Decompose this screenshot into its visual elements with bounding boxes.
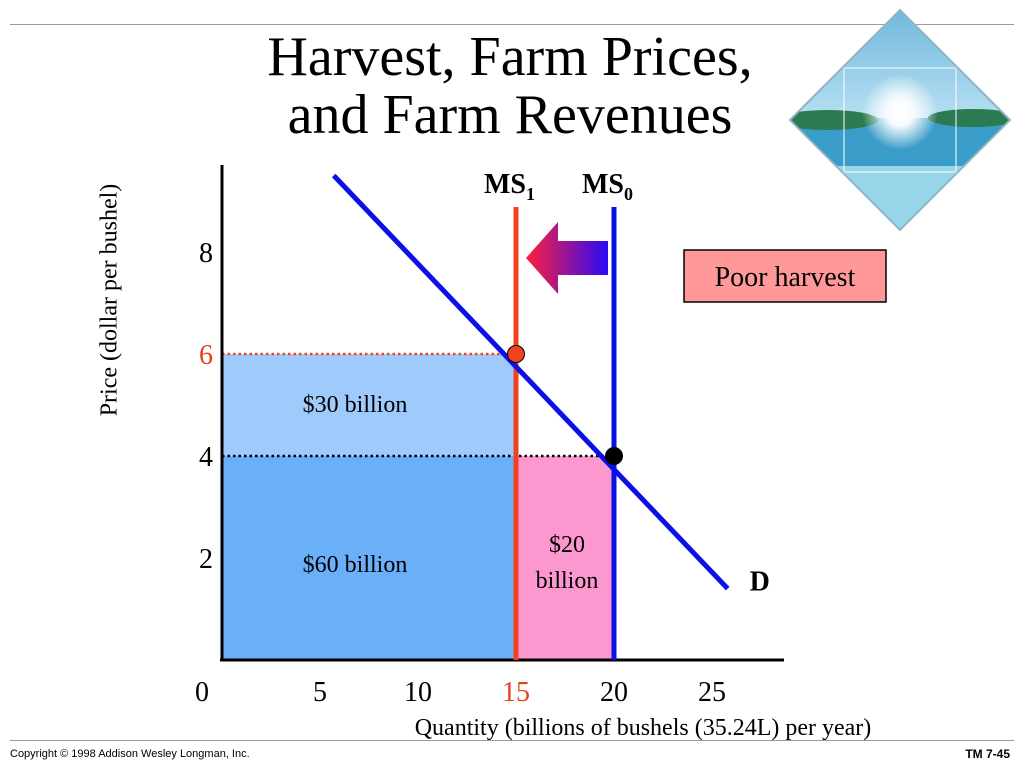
slide-number: TM 7-45 [965, 747, 1010, 761]
y-tick-label-8: 8 [199, 238, 213, 269]
x-axis-label: Quantity (billions of bushels (35.24L) p… [415, 715, 872, 741]
revenue-label-2: $60 billion [303, 552, 408, 578]
y-tick-label-4: 4 [199, 442, 213, 473]
x-tick-label-5: 5 [313, 677, 327, 708]
supply-label-sub-1: 1 [526, 184, 535, 204]
guide-lines [222, 352, 614, 458]
supply-label-main-2: MS [582, 169, 624, 200]
y-axis-label: Price (dollar per bushel) [96, 183, 123, 417]
demand-curve-line [331, 173, 730, 591]
demand-curve-label: D [750, 567, 770, 598]
copyright-text: Copyright © 1998 Addison Wesley Longman,… [10, 748, 250, 760]
chart-labels: Quantity (billions of bushels (35.24L) p… [303, 169, 887, 741]
title-line-2: and Farm Revenues [287, 84, 733, 146]
beach-scene-icon [788, 8, 1012, 232]
supply-curve-label-2: MS0 [582, 169, 633, 204]
supply-label-sub-2: 0 [624, 184, 633, 204]
x-tick-label-10: 10 [404, 677, 432, 708]
annotation-box [683, 249, 887, 303]
revenue-area-1 [222, 354, 516, 456]
tick-labels: 0 5 10 15 20 25 2 4 6 8 [195, 238, 726, 708]
revenue-label-3-line1: $20 [549, 532, 585, 558]
x-tick-label-20: 20 [600, 677, 628, 708]
top-rule [10, 24, 1014, 25]
axes [220, 165, 784, 662]
x-tick-label-0: 0 [195, 677, 209, 708]
supply-label-main-1: MS [484, 169, 526, 200]
revenue-area-3 [516, 456, 614, 660]
equilibrium-point-2 [605, 447, 623, 465]
x-tick-label-25: 25 [698, 677, 726, 708]
revenue-areas [222, 354, 614, 660]
curves [331, 173, 730, 660]
y-tick-label-2: 2 [199, 544, 213, 575]
shift-left-arrow [526, 222, 608, 294]
y-tick-label-6: 6 [199, 340, 213, 371]
revenue-area-2 [222, 456, 516, 660]
title-line-1: Harvest, Farm Prices, [267, 26, 753, 88]
x-tick-label-15: 15 [502, 677, 530, 708]
slide-title: Harvest, Farm Prices, and Farm Revenues [200, 28, 820, 144]
supply-curve-label-1: MS1 [484, 169, 535, 204]
bottom-rule [10, 740, 1014, 741]
equilibrium-point-1 [507, 345, 525, 363]
revenue-label-3-line2: billion [536, 568, 599, 594]
revenue-label-1: $30 billion [303, 392, 408, 418]
annotation-text: Poor harvest [715, 262, 856, 293]
